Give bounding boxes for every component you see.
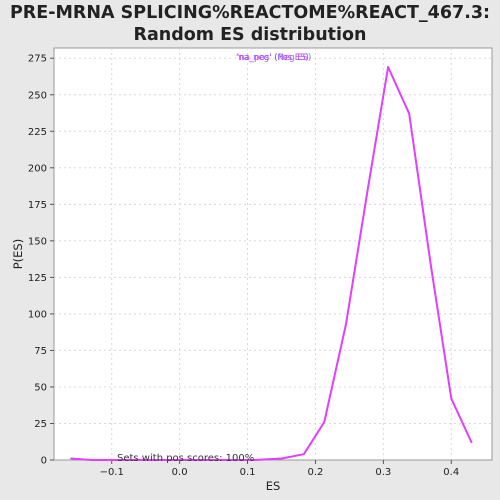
y-axis-label: P(ES)	[11, 239, 25, 269]
series-point	[253, 459, 256, 461]
axis-ticks: 0 25 50 75 100 125 150 175 200 225 250 275 −0.1 0.0 0.…	[28, 54, 459, 478]
chart-title-line2: Random ES distribution	[133, 25, 367, 45]
series-point	[366, 188, 369, 191]
x-tick-label: 0.2	[307, 467, 323, 478]
y-tick-label: 150	[28, 236, 47, 247]
y-tick-label: 125	[28, 273, 47, 284]
chart-title: PRE-MRNA SPLICING%REACTOME%REACT_467.3: …	[0, 2, 500, 46]
series-line-pos-es	[70, 66, 473, 461]
series-point	[110, 459, 113, 461]
series-point	[387, 66, 389, 68]
series-point	[151, 459, 154, 461]
y-tick-label: 0	[41, 456, 47, 467]
pos-scores-annotation: Sets with pos scores: 100%	[117, 453, 254, 464]
series-point	[192, 459, 195, 461]
y-tick-label: 225	[28, 127, 47, 138]
x-tick-label: 0.0	[172, 467, 188, 478]
y-tick-label: 75	[34, 346, 47, 357]
y-tick-label: 250	[28, 90, 47, 101]
x-axis-label: ES	[266, 479, 281, 493]
y-tick-label: 200	[28, 163, 47, 174]
series-point	[233, 459, 235, 461]
series-point	[450, 397, 453, 400]
series-point	[70, 457, 72, 460]
series-point	[408, 112, 410, 115]
x-tick-label: 0.4	[443, 467, 459, 478]
series-point	[323, 421, 326, 423]
grid-lines	[54, 48, 492, 460]
legend-entry-neg: 'na_neg' (Neg ES)	[236, 53, 311, 63]
series-point	[212, 459, 215, 461]
y-tick-label: 100	[28, 309, 47, 320]
x-tick-label: 0.3	[375, 467, 391, 478]
series-point	[430, 264, 432, 267]
series-point	[470, 441, 473, 444]
x-tick-label: −0.1	[100, 467, 124, 478]
series-layer	[70, 66, 473, 461]
x-tick-label: 0.1	[240, 467, 256, 478]
y-tick-label: 275	[28, 54, 47, 65]
y-tick-label: 50	[34, 382, 47, 393]
series-point	[303, 453, 305, 455]
series-point	[345, 323, 347, 325]
chart-title-line1: PRE-MRNA SPLICING%REACTOME%REACT_467.3:	[9, 3, 491, 23]
series-point	[90, 459, 93, 461]
series-point	[131, 459, 133, 461]
legend-entry-pos: 'na_pos' (Pos ES)	[237, 53, 309, 63]
y-tick-label: 175	[28, 200, 47, 211]
series-point	[280, 457, 283, 460]
plot-area	[53, 47, 493, 461]
series-point	[172, 459, 174, 461]
y-tick-label: 25	[34, 419, 47, 430]
